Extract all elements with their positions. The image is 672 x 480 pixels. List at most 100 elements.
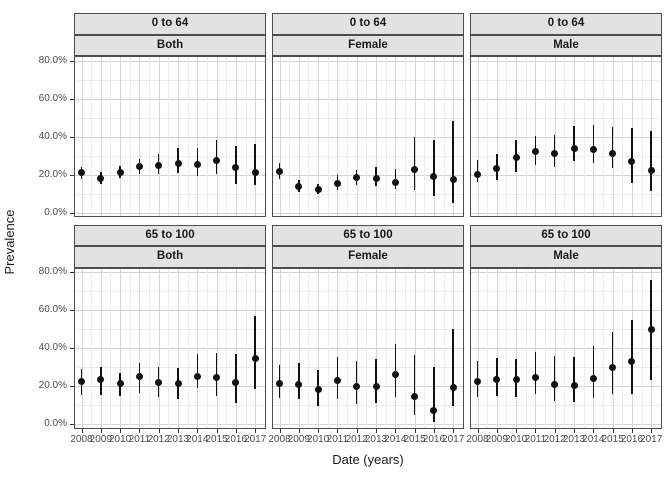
gridline-v-minor (149, 268, 151, 428)
x-tick-mark (453, 428, 455, 433)
error-bar (196, 353, 199, 388)
x-tick-label: 2016 (620, 433, 644, 445)
gridline-h-major (471, 424, 661, 425)
data-point (570, 381, 578, 389)
gridline-h-major (471, 136, 661, 138)
x-tick-mark (235, 428, 237, 433)
gridline-v-minor (187, 57, 189, 216)
x-tick-mark (651, 428, 653, 433)
data-point (135, 373, 143, 380)
gridline-h-minor (273, 193, 463, 195)
data-point (232, 164, 240, 172)
gridline-v-major (516, 268, 518, 428)
error-bar (235, 353, 237, 404)
gridline-h-major (471, 272, 661, 273)
x-tick-mark (433, 428, 435, 433)
gridline-h-minor (273, 405, 463, 406)
error-bar (573, 126, 575, 162)
facet-strip-sex: Male (470, 246, 662, 268)
gridline-v-minor (525, 268, 527, 428)
error-bar (573, 356, 575, 403)
facet-panel (470, 267, 662, 429)
data-point (193, 160, 201, 168)
data-point (391, 178, 399, 186)
error-bar (631, 319, 633, 394)
error-bar (592, 346, 595, 399)
y-tick-mark (69, 272, 74, 273)
gridline-v-minor (110, 268, 112, 428)
gridline-h-minor (75, 155, 265, 157)
gridline-h-major (273, 98, 463, 100)
facet-strip-sex: Both (74, 34, 266, 56)
data-point (647, 325, 655, 333)
x-tick-label: 2013 (364, 433, 388, 445)
error-bar (413, 354, 416, 416)
x-tick-label: 2016 (224, 433, 248, 445)
x-tick-label: 2014 (186, 433, 209, 445)
x-tick-mark (631, 428, 633, 433)
data-point (251, 354, 259, 362)
gridline-v-minor (424, 268, 426, 428)
facet-strip-age-group: 65 to 100 (74, 224, 266, 246)
facet-panel (272, 267, 464, 429)
x-tick-label: 2015 (403, 433, 426, 445)
gridline-h-major (273, 136, 463, 138)
x-tick-label: 2008 (466, 433, 489, 445)
y-tick-mark (69, 136, 74, 138)
gridline-v-major (318, 268, 320, 428)
y-tick-label: 40.0% (38, 342, 67, 353)
data-point (213, 373, 221, 381)
data-point (372, 174, 380, 182)
gridline-v-minor (641, 268, 643, 428)
gridline-v-minor (308, 268, 310, 428)
gridline-v-minor (487, 268, 489, 428)
error-bar (650, 130, 652, 191)
x-tick-label: 2008 (268, 433, 291, 445)
gridline-h-minor (471, 291, 661, 292)
x-tick-mark (612, 428, 614, 433)
gridline-v-major (178, 57, 179, 216)
data-point (474, 377, 481, 385)
y-tick-mark (69, 60, 74, 62)
data-point (512, 153, 520, 161)
facet-strip-sex: Male (470, 34, 662, 56)
gridline-v-major (279, 57, 281, 216)
y-tick-mark (69, 174, 74, 176)
data-point (531, 148, 539, 156)
gridline-h-minor (75, 117, 265, 119)
gridline-v-major (120, 268, 122, 428)
gridline-v-minor (91, 268, 93, 428)
y-tick-label: 60.0% (38, 304, 67, 315)
gridline-v-minor (385, 57, 387, 216)
data-point (135, 163, 143, 171)
gridline-v-major (376, 268, 377, 428)
data-point (430, 172, 438, 180)
x-tick-mark (593, 428, 595, 433)
gridline-v-major (216, 268, 218, 428)
gridline-h-major (273, 272, 463, 273)
data-point (353, 173, 361, 181)
x-tick-label: 2011 (524, 433, 547, 445)
facet-panel (272, 56, 464, 217)
data-point (493, 165, 501, 173)
data-point (155, 162, 163, 170)
gridline-v-major (139, 57, 141, 216)
gridline-v-major (197, 268, 199, 428)
gridline-v-major (414, 57, 416, 216)
gridline-v-major (120, 57, 122, 216)
gridline-h-major (273, 386, 463, 387)
gridline-v-minor (424, 57, 426, 216)
gridline-h-minor (75, 79, 265, 81)
facet-strip-age-group: 0 to 64 (74, 13, 266, 35)
data-point (449, 384, 457, 392)
gridline-v-minor (564, 57, 566, 216)
data-point (213, 156, 221, 164)
gridline-v-major (139, 268, 141, 428)
gridline-v-minor (168, 57, 170, 216)
data-point (353, 382, 361, 390)
gridline-v-major (414, 268, 416, 428)
data-point (531, 373, 539, 381)
gridline-v-major (516, 57, 518, 216)
gridline-v-minor (206, 57, 208, 216)
